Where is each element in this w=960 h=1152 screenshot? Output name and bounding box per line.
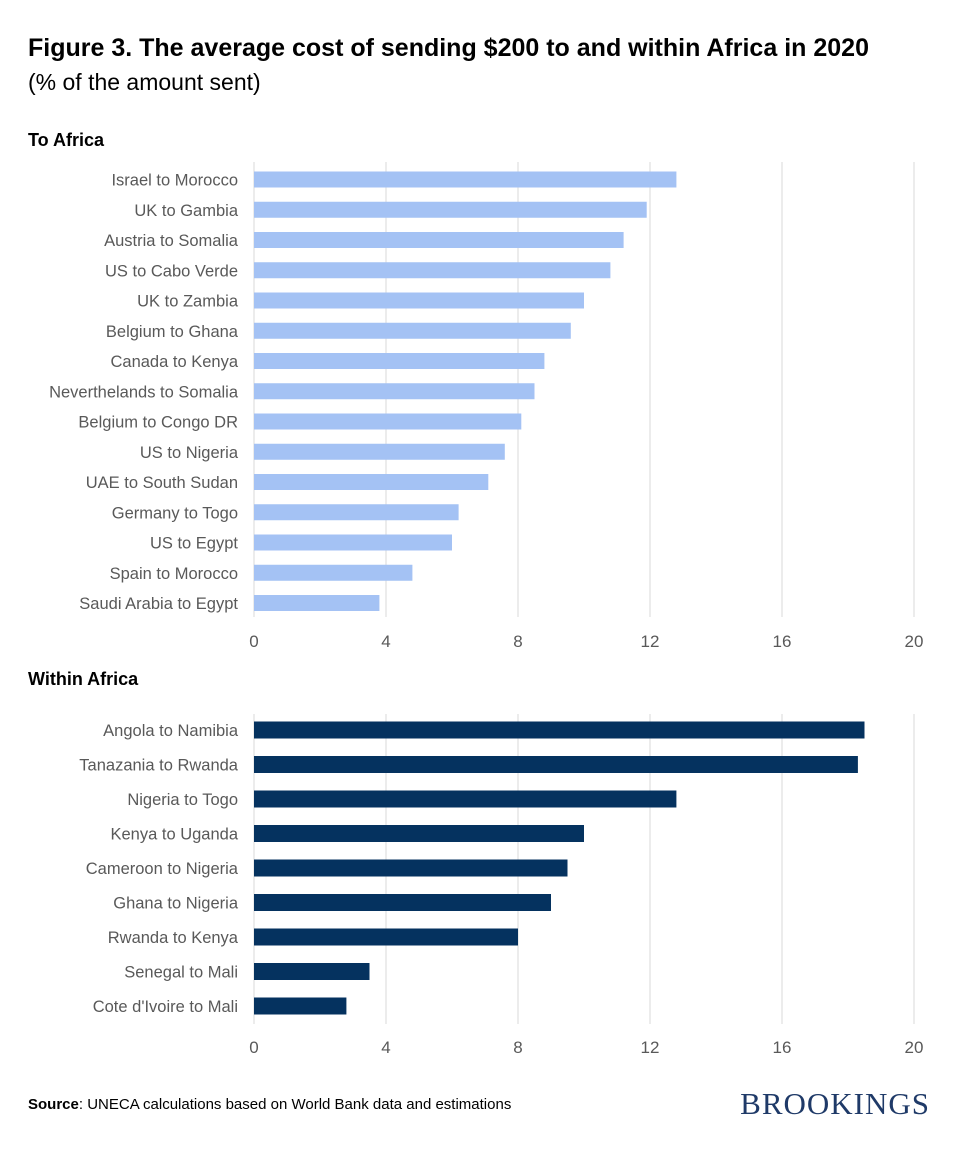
- bar: [254, 997, 347, 1015]
- bar: [254, 383, 535, 400]
- within-africa-section-title: Within Africa: [28, 669, 139, 689]
- bar: [254, 504, 459, 521]
- bar: [254, 201, 647, 218]
- category-label: Spain to Morocco: [110, 565, 238, 583]
- category-label: UAE to South Sudan: [86, 474, 238, 492]
- x-tick-label: 4: [381, 632, 390, 651]
- bar: [254, 790, 677, 808]
- bar: [254, 474, 489, 490]
- x-tick-label: 0: [249, 1038, 258, 1057]
- category-label: Austria to Somalia: [104, 232, 239, 250]
- bar: [254, 756, 858, 773]
- category-label: Angola to Namibia: [103, 722, 239, 740]
- bar: [254, 292, 584, 309]
- category-label: Israel to Morocco: [111, 172, 238, 190]
- category-label: Canada to Kenya: [110, 353, 238, 371]
- category-label: Neverthelands to Somalia: [49, 383, 239, 401]
- x-tick-label: 20: [905, 1038, 924, 1057]
- bar: [254, 894, 551, 911]
- source-note: Source: UNECA calculations based on Worl…: [28, 1096, 511, 1113]
- category-label: Germany to Togo: [112, 504, 238, 522]
- category-label: Saudi Arabia to Egypt: [79, 595, 238, 613]
- bar: [254, 825, 584, 842]
- within-africa-bar-chart: Angola to Namibia Tanazania to Rwanda Nige…: [79, 714, 924, 1057]
- bar: [254, 534, 452, 551]
- bar: [254, 564, 413, 581]
- bar: [254, 595, 380, 611]
- x-tick-label: 4: [381, 1038, 390, 1057]
- x-tick-label: 16: [773, 632, 792, 651]
- category-label: Cote d'Ivoire to Mali: [93, 998, 238, 1016]
- bar: [254, 413, 522, 430]
- x-tick-label: 12: [641, 1038, 660, 1057]
- x-tick-label: 16: [773, 1038, 792, 1057]
- bar: [254, 859, 568, 877]
- x-tick-label: 0: [249, 632, 258, 651]
- brookings-logo: BROOKINGS: [740, 1086, 930, 1121]
- category-label: Rwanda to Kenya: [108, 929, 239, 947]
- category-label: Ghana to Nigeria: [113, 895, 239, 913]
- category-label: Belgium to Ghana: [106, 323, 239, 341]
- category-label: US to Egypt: [150, 535, 238, 553]
- bar: [254, 443, 505, 460]
- figure-subtitle: (% of the amount sent): [28, 69, 261, 95]
- category-label: Senegal to Mali: [124, 964, 238, 982]
- bar: [254, 963, 370, 980]
- bar: [254, 721, 865, 739]
- bar: [254, 322, 571, 339]
- category-label: Tanazania to Rwanda: [79, 757, 239, 775]
- bar: [254, 353, 545, 369]
- bar: [254, 928, 518, 946]
- category-label: US to Nigeria: [140, 444, 239, 462]
- to-africa-section-title: To Africa: [28, 130, 105, 150]
- x-tick-label: 8: [513, 1038, 522, 1057]
- x-tick-label: 20: [905, 632, 924, 651]
- category-label: US to Cabo Verde: [105, 262, 238, 280]
- bar: [254, 171, 677, 188]
- category-label: Belgium to Congo DR: [78, 414, 238, 432]
- category-label: Cameroon to Nigeria: [86, 860, 239, 878]
- category-label: UK to Zambia: [137, 293, 239, 311]
- bar: [254, 262, 611, 279]
- source-text: : UNECA calculations based on World Bank…: [78, 1096, 512, 1113]
- category-label: UK to Gambia: [134, 202, 238, 220]
- to-africa-bar-chart: Israel to Morocco UK to Gambia Austria to …: [49, 162, 924, 651]
- figure-title: Figure 3. The average cost of sending $2…: [28, 34, 869, 62]
- x-tick-label: 8: [513, 632, 522, 651]
- category-label: Nigeria to Togo: [127, 791, 238, 809]
- x-tick-label: 12: [641, 632, 660, 651]
- source-label: Source: [28, 1096, 79, 1113]
- bar: [254, 232, 624, 248]
- category-label: Kenya to Uganda: [110, 826, 238, 844]
